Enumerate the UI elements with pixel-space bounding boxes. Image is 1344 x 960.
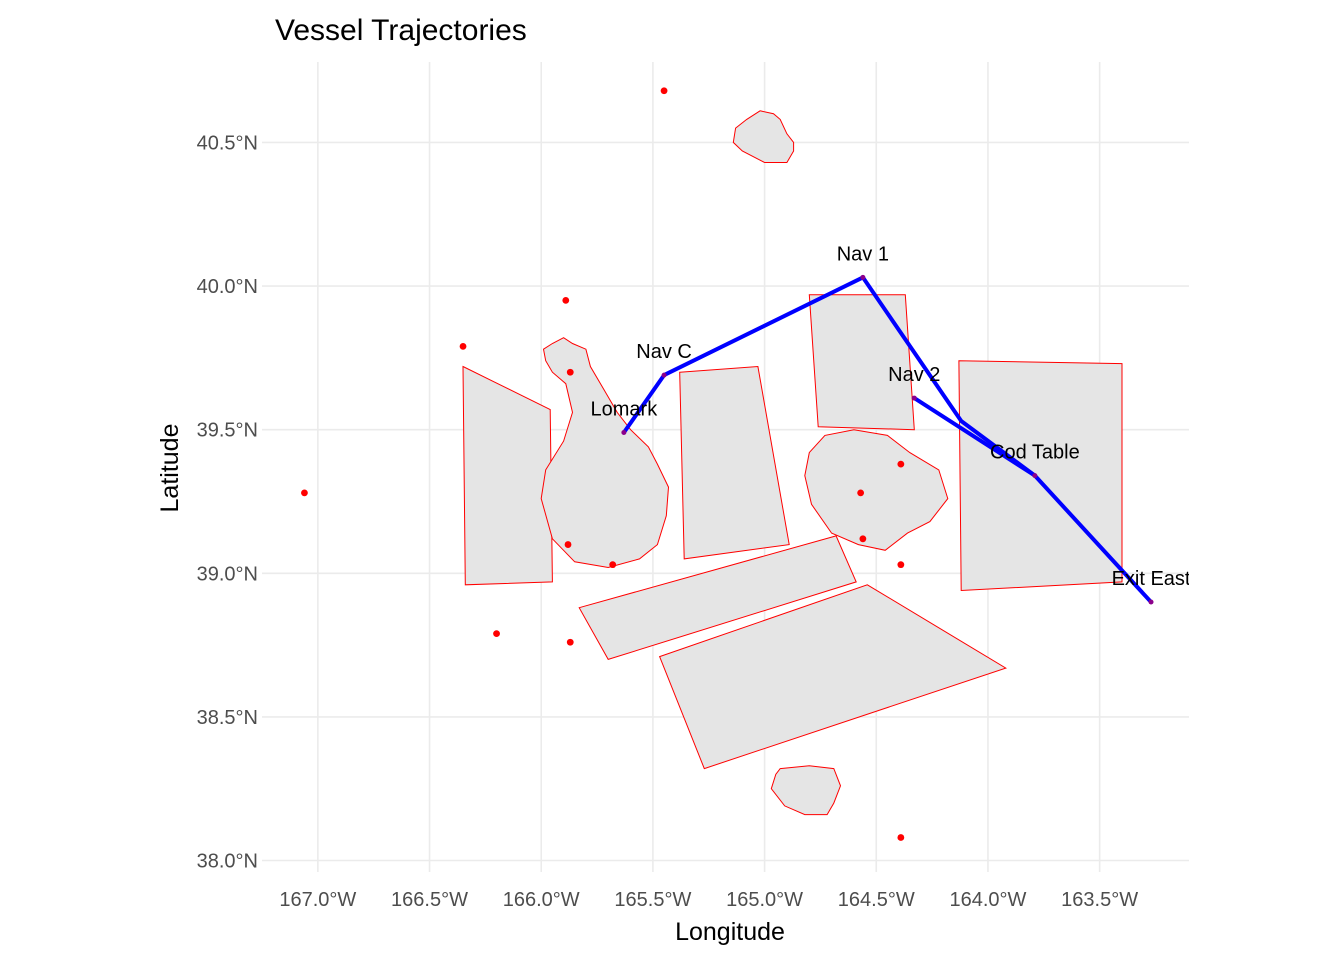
waypoint-marker: [1032, 473, 1038, 479]
y-tick-label: 39.0°N: [197, 563, 258, 585]
waypoint-label: Cod Table: [990, 442, 1080, 464]
x-tick-label: 166.0°W: [503, 889, 580, 911]
y-axis-title: Latitude: [156, 424, 184, 513]
y-axis-ticks: 38.0°N 38.5°N 39.0°N 39.5°N 40.0°N 40.5°N: [197, 132, 258, 872]
y-tick-label: 40.5°N: [197, 132, 258, 154]
waypoint-marker: [661, 372, 667, 378]
data-point: [897, 834, 905, 841]
data-point: [897, 460, 905, 468]
x-tick-label: 164.0°W: [949, 889, 1026, 911]
x-tick-label: 164.5°W: [838, 889, 915, 911]
island-layer: [540, 110, 949, 816]
waypoint-marker: [621, 430, 627, 436]
data-point: [459, 342, 467, 350]
data-point: [566, 368, 574, 376]
data-point: [562, 297, 570, 304]
zone-layer: [462, 294, 1123, 770]
data-point: [897, 561, 905, 569]
waypoint-layer: Nav 1 Nav C Nav 2 Lomark Cod Table Exit East: [591, 243, 1191, 605]
data-point: [493, 630, 500, 637]
west-island: [540, 337, 670, 569]
y-tick-label: 39.5°N: [197, 420, 258, 442]
zone-east: [958, 360, 1123, 592]
data-point: [859, 535, 867, 543]
east-island: [804, 429, 949, 551]
x-tick-label: 165.5°W: [614, 889, 691, 911]
waypoint-label: Nav C: [636, 341, 692, 363]
north-island: [732, 110, 795, 163]
zone-south-large: [658, 584, 1007, 770]
chart-title: Vessel Trajectories: [275, 14, 527, 47]
track-main: [621, 275, 1153, 604]
data-point: [857, 489, 865, 497]
data-point: [566, 638, 574, 646]
waypoint-marker: [1148, 599, 1154, 605]
y-tick-label: 38.0°N: [197, 851, 258, 873]
data-point: [564, 541, 572, 548]
x-axis-ticks: 167.0°W 166.5°W 166.0°W 165.5°W 165.0°W 164.5…: [279, 889, 1138, 911]
track-layer: [621, 275, 1153, 604]
data-point: [660, 87, 668, 95]
south-island: [770, 765, 842, 816]
x-tick-label: 167.0°W: [279, 889, 356, 911]
y-tick-label: 40.0°N: [197, 276, 258, 298]
x-tick-label: 165.0°W: [726, 889, 803, 911]
waypoint-label: Nav 2: [888, 364, 940, 386]
waypoint-label: Lomark: [591, 399, 659, 421]
data-point: [609, 561, 617, 569]
waypoint-label: Nav 1: [837, 243, 889, 265]
x-tick-label: 163.5°W: [1061, 889, 1138, 911]
zone-center: [679, 365, 790, 560]
zone-south-strip: [578, 535, 857, 660]
y-tick-label: 38.5°N: [197, 707, 258, 729]
waypoint-marker: [911, 395, 917, 401]
zone-north: [808, 294, 915, 431]
point-layer: [301, 87, 905, 841]
data-point: [301, 489, 308, 497]
waypoint-marker: [860, 274, 866, 280]
x-axis-title: Longitude: [675, 918, 785, 946]
x-tick-label: 166.5°W: [391, 889, 468, 911]
track-branch: [912, 396, 1037, 478]
waypoint-label: Exit East: [1112, 568, 1191, 590]
zone-west: [462, 365, 553, 586]
